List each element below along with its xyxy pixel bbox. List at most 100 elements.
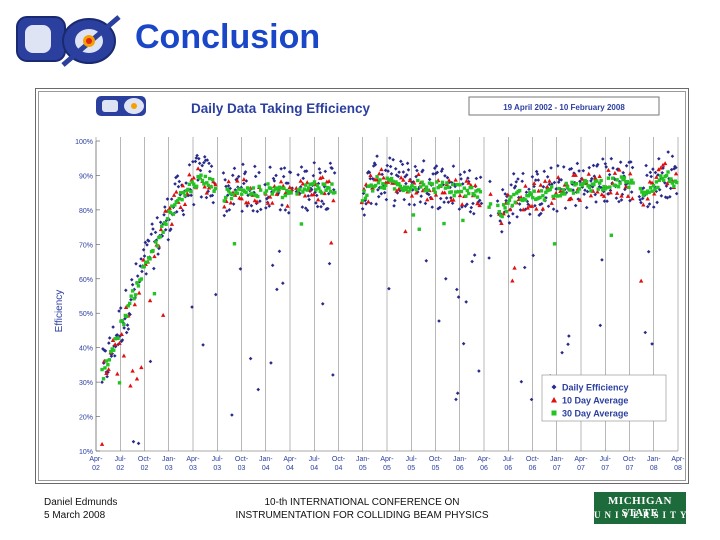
daily-point (453, 184, 457, 189)
daily-point (326, 206, 330, 211)
ten-day-point (433, 192, 439, 197)
daily-point (555, 209, 559, 213)
daily-point (455, 391, 460, 396)
ten-day-point (381, 175, 386, 180)
daily-point (118, 306, 123, 310)
daily-point (139, 257, 143, 261)
daily-point (360, 207, 365, 211)
ten-day-point (331, 198, 336, 203)
daily-point (392, 204, 396, 208)
daily-point (314, 201, 318, 205)
daily-point (268, 165, 272, 170)
thirty-day-point (328, 189, 333, 194)
ten-day-point (180, 183, 186, 188)
daily-point (375, 154, 379, 158)
ten-day-point (147, 298, 153, 303)
ten-day-point (167, 205, 172, 210)
ten-day-point (174, 189, 179, 194)
x-tick-label: Jul- (212, 456, 224, 463)
ten-day-point (599, 192, 605, 197)
daily-point (278, 208, 283, 212)
daily-point (653, 170, 658, 175)
ten-day-point (204, 190, 210, 195)
daily-point (538, 202, 542, 207)
daily-point (222, 213, 227, 218)
daily-point (577, 169, 581, 173)
thirty-day-point (176, 199, 180, 203)
thirty-day-point (362, 189, 366, 193)
thirty-day-point (414, 187, 419, 192)
daily-point (200, 163, 205, 168)
date-range-box (468, 96, 660, 116)
thirty-day-point (565, 185, 570, 189)
thirty-day-point (116, 336, 120, 341)
legend-marker-ten-day (551, 397, 557, 403)
daily-point (447, 180, 452, 185)
thirty-day-point (106, 363, 110, 367)
ten-day-point (545, 184, 550, 189)
daily-point (624, 163, 629, 168)
thirty-day-point (199, 173, 203, 177)
thirty-day-point (373, 183, 378, 188)
daily-point (520, 179, 524, 184)
daily-point (546, 204, 551, 209)
ten-day-point (453, 177, 458, 182)
thirty-day-point (274, 186, 279, 190)
daily-point (320, 302, 325, 306)
ten-day-point (577, 197, 583, 202)
daily-point (461, 341, 466, 346)
daily-point (587, 165, 592, 170)
daily-point (585, 189, 590, 194)
daily-point (455, 287, 459, 292)
daily-point (280, 203, 284, 207)
thirty-day-point (266, 182, 270, 186)
thirty-day-point (653, 187, 657, 192)
ten-day-point (300, 181, 306, 186)
daily-point (471, 201, 475, 206)
x-tick-label: 02 (141, 465, 149, 472)
daily-point (236, 185, 240, 190)
thirty-day-point (408, 186, 413, 191)
ten-day-point (619, 193, 624, 198)
daily-point (664, 184, 669, 188)
daily-point (241, 162, 245, 167)
daily-point (276, 191, 281, 195)
daily-point (584, 205, 589, 210)
thirty-day-point (403, 185, 407, 189)
daily-point (400, 162, 405, 167)
daily-point (466, 176, 470, 180)
daily-point (406, 168, 411, 172)
ten-day-point (411, 180, 417, 185)
daily-point (257, 170, 261, 175)
ten-day-point (191, 175, 196, 180)
x-tick-label: 06 (456, 465, 464, 472)
thirty-day-point (619, 175, 624, 179)
daily-point (465, 202, 469, 207)
ten-day-point (169, 221, 175, 226)
daily-point (659, 194, 664, 198)
thirty-day-point (363, 196, 368, 200)
d0-logo-graphic (16, 15, 121, 67)
daily-point (258, 199, 262, 203)
thirty-day-point (389, 176, 394, 181)
thirty-day-point (226, 189, 231, 193)
d0-logo (15, 13, 127, 69)
thirty-day-point (224, 195, 228, 200)
ten-day-point (654, 174, 659, 179)
thirty-day-point (125, 314, 129, 319)
daily-point (385, 163, 390, 168)
thirty-day-point (464, 194, 468, 198)
daily-point (266, 195, 271, 200)
thirty-day-point (322, 182, 327, 187)
daily-point (500, 187, 505, 192)
ten-day-point (457, 193, 463, 198)
thirty-day-point (459, 189, 464, 194)
daily-point (674, 191, 679, 196)
ten-day-point (625, 193, 631, 198)
daily-point (468, 209, 473, 214)
thirty-day-point (311, 182, 315, 186)
thirty-day-point (251, 186, 256, 190)
daily-point (130, 282, 135, 287)
thirty-day-point (509, 195, 513, 199)
thirty-day-point (446, 185, 451, 189)
